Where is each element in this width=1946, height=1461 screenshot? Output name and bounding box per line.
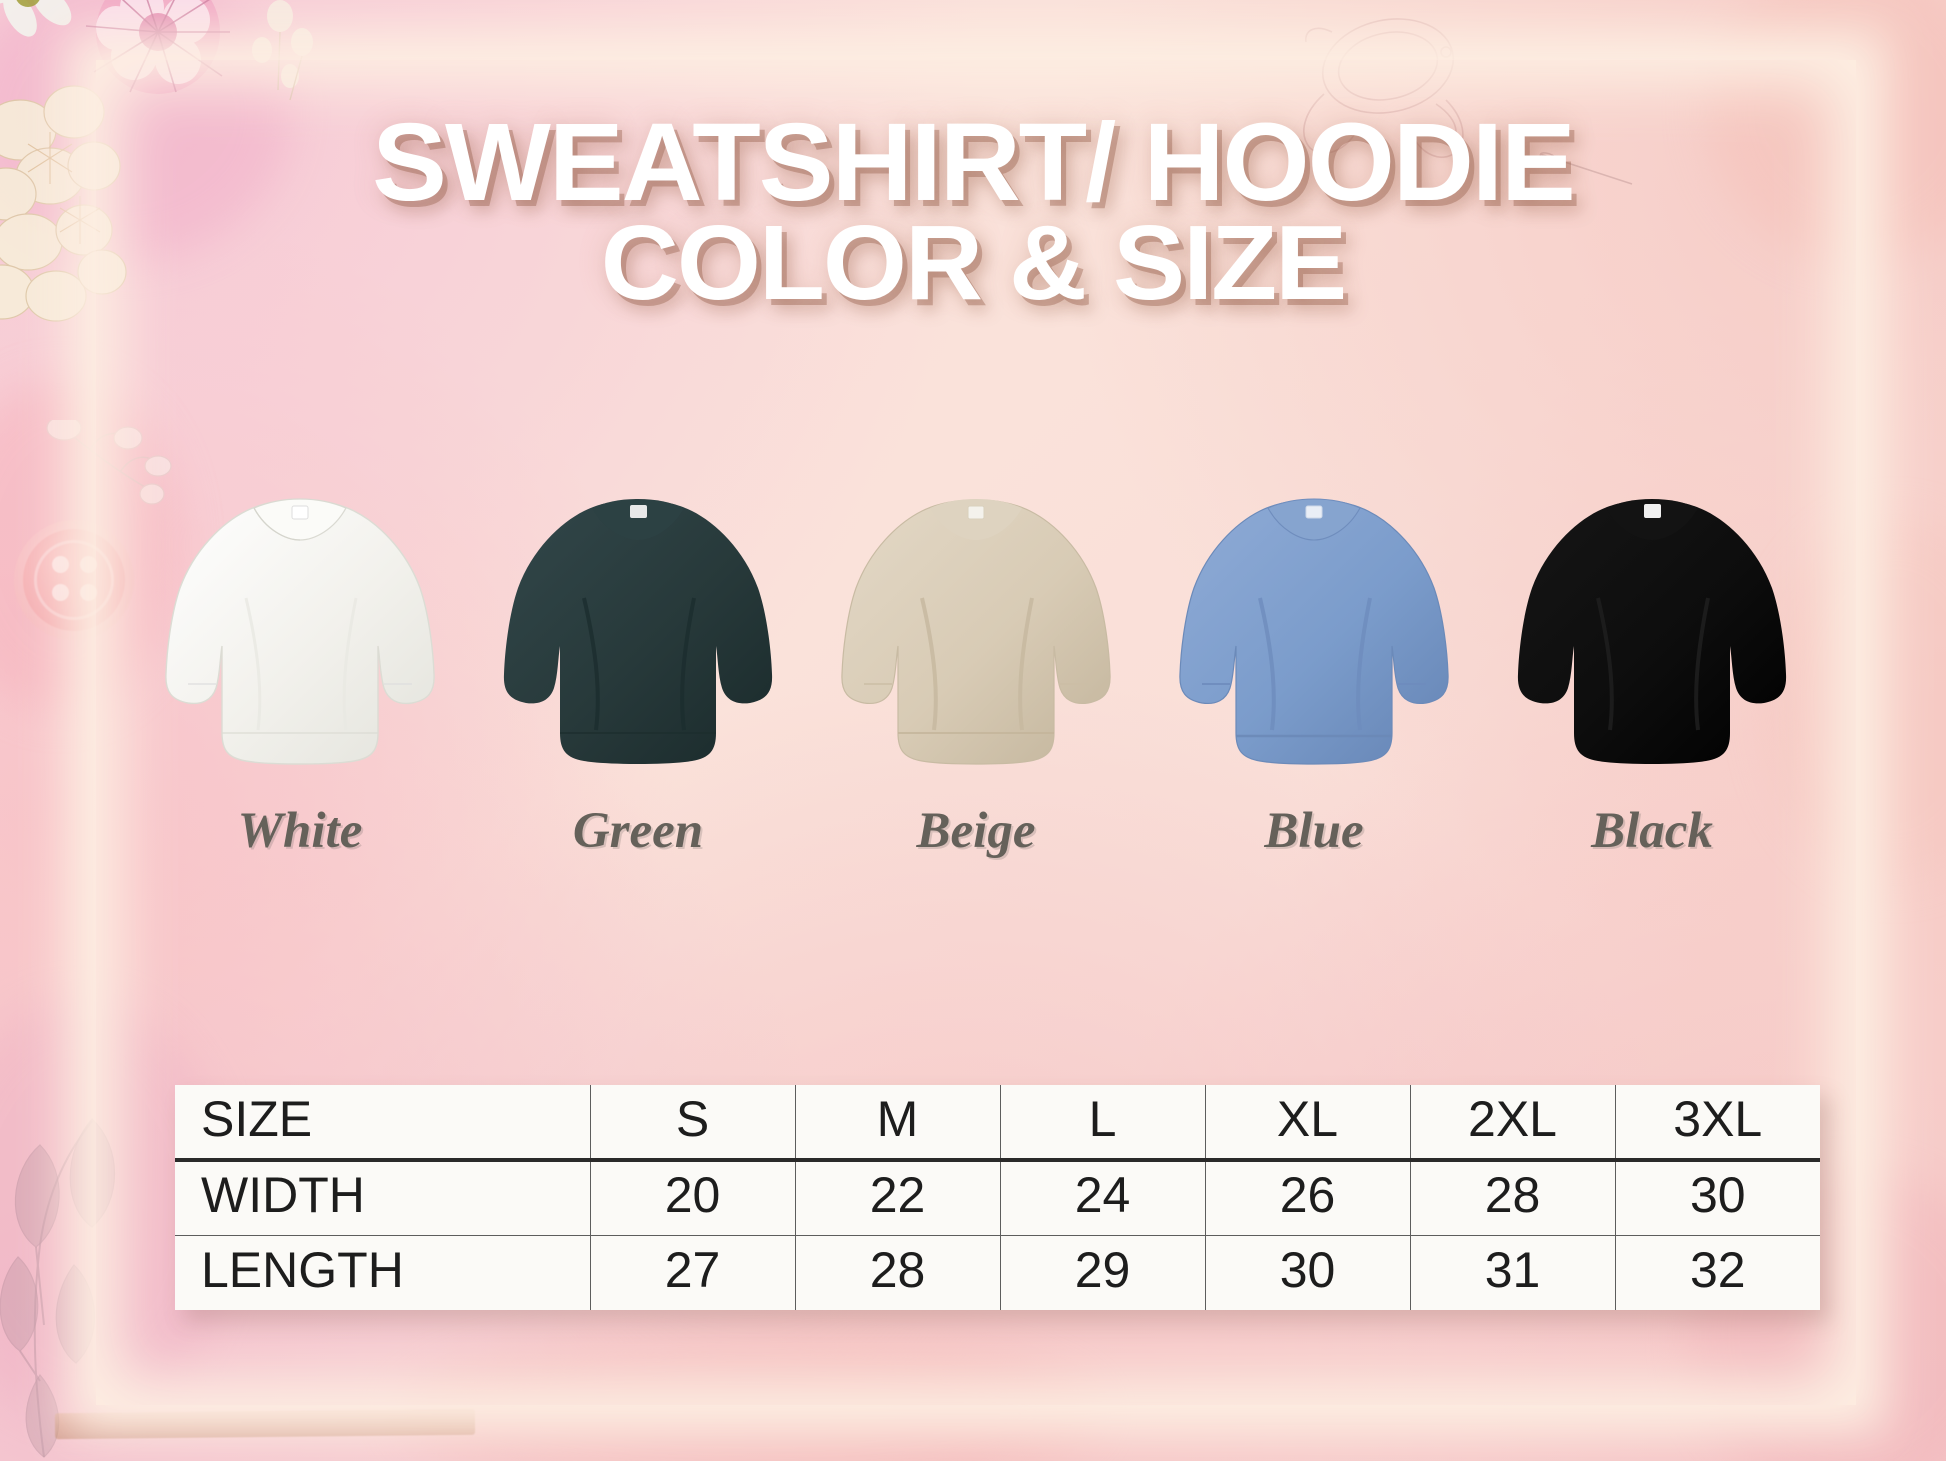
title-line-2: COLOR & SIZE: [600, 204, 1347, 322]
sweatshirt-black-icon: [1517, 499, 1787, 764]
button-hole: [80, 556, 97, 573]
color-option-white[interactable]: White: [150, 478, 450, 860]
size-table: SIZE S M L XL 2XL 3XL WIDTH 20 22 24 26 …: [175, 1085, 1820, 1310]
color-option-blue[interactable]: Blue: [1164, 478, 1464, 860]
cell-width-l: 24: [999, 1159, 1206, 1236]
cell-length-xl: 30: [1204, 1234, 1411, 1310]
row-header-width: WIDTH: [175, 1159, 591, 1236]
color-label-black: Black: [1591, 803, 1713, 859]
cell-length-2xl: 31: [1409, 1234, 1616, 1310]
color-label-beige: Beige: [916, 803, 1036, 859]
size-chart-table: SIZE S M L XL 2XL 3XL WIDTH 20 22 24 26 …: [175, 1085, 1820, 1310]
button-hole: [52, 584, 69, 601]
sweatshirt-green-icon: [503, 499, 773, 764]
sweatshirt-white-icon: [165, 498, 435, 765]
button-icon: [14, 520, 134, 640]
color-label-blue: Blue: [1264, 803, 1364, 859]
cell-width-2xl: 28: [1409, 1159, 1616, 1236]
leaf-svg: [0, 1118, 116, 1458]
cell-length-s: 27: [589, 1234, 796, 1310]
cell-size-2xl: 2XL: [1409, 1085, 1616, 1162]
color-option-black[interactable]: Black: [1502, 478, 1802, 860]
button-hole: [52, 556, 69, 573]
page-title: SWEATSHIRT/ HOODIE COLOR & SIZE: [0, 101, 1946, 322]
cell-width-3xl: 30: [1614, 1159, 1820, 1236]
cell-length-3xl: 32: [1614, 1234, 1820, 1310]
sweatshirt-beige-icon: [841, 499, 1111, 765]
needle-icon: [1539, 152, 1633, 185]
row-header-size: SIZE: [175, 1085, 591, 1162]
cell-size-m: M: [794, 1085, 1001, 1162]
row-header-length: LENGTH: [175, 1234, 591, 1310]
ruler-icon: [54, 1408, 476, 1440]
cell-width-m: 22: [794, 1159, 1001, 1236]
cell-size-xl: XL: [1204, 1085, 1411, 1162]
scissors-icon: [1303, 18, 1464, 158]
sweatshirt-blue-icon: [1179, 498, 1449, 765]
color-label-green: Green: [572, 803, 704, 859]
cell-width-xl: 26: [1204, 1159, 1411, 1236]
table-row: SIZE S M L XL 2XL 3XL: [175, 1085, 1820, 1162]
cell-size-s: S: [589, 1085, 796, 1162]
leaf-icon: [0, 1075, 260, 1461]
color-label-white: White: [237, 803, 363, 859]
color-option-green[interactable]: Green: [488, 478, 788, 860]
cell-size-l: L: [999, 1085, 1206, 1162]
button-hole: [80, 584, 97, 601]
table-row: LENGTH 27 28 29 30 31 32: [175, 1234, 1820, 1310]
table-row: WIDTH 20 22 24 26 28 30: [175, 1159, 1820, 1236]
cell-size-3xl: 3XL: [1614, 1085, 1820, 1162]
color-option-beige[interactable]: Beige: [826, 478, 1126, 860]
color-swatch-row: White Green: [96, 440, 1856, 860]
cell-length-m: 28: [794, 1234, 1001, 1310]
cell-length-l: 29: [999, 1234, 1206, 1310]
title-line-1: SWEATSHIRT/ HOODIE: [372, 101, 1576, 224]
cell-width-s: 20: [589, 1159, 796, 1236]
